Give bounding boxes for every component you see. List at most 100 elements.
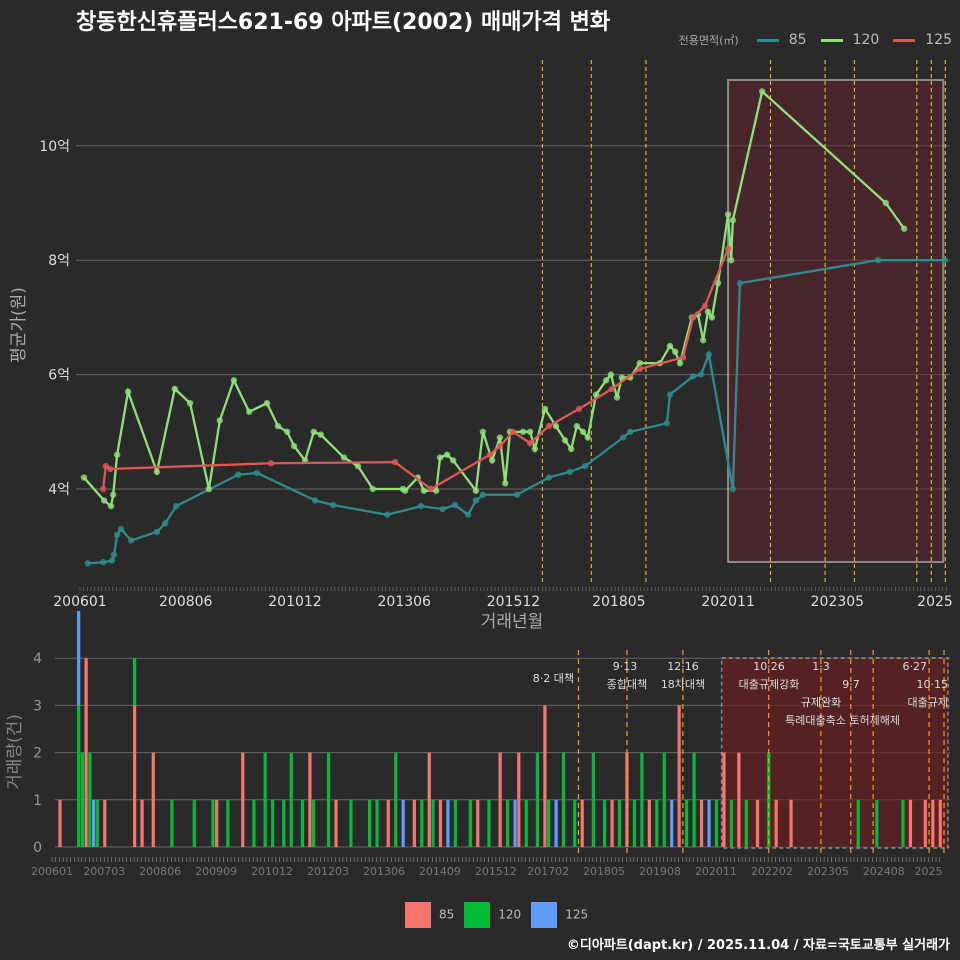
data-point-120 (552, 422, 560, 430)
data-point-120 (110, 491, 117, 498)
data-point-120 (676, 359, 684, 367)
bar-85 (923, 799, 927, 847)
data-point-120 (724, 211, 732, 218)
data-point-125 (689, 314, 697, 321)
bar-120 (901, 799, 905, 847)
legend-label-120: 120 (852, 32, 880, 48)
legend-bot-label-85: 85 (439, 907, 455, 922)
bar-85 (543, 705, 547, 847)
data-point-120 (283, 428, 291, 435)
data-point-120 (531, 445, 539, 453)
bar-120 (326, 752, 331, 847)
data-point-120 (124, 388, 132, 395)
bar-120 (394, 752, 398, 847)
data-point-120 (526, 428, 534, 435)
data-point-120 (310, 428, 317, 435)
bar-85 (498, 752, 502, 847)
data-point-85 (117, 525, 125, 533)
y-tick-label: 1 (33, 793, 42, 809)
data-point-120 (401, 487, 409, 494)
bar-120 (349, 799, 353, 847)
policy-date: 12·16 (667, 660, 699, 673)
y-tick-label: 10억 (39, 139, 70, 155)
bar-85 (476, 799, 480, 847)
data-point-125 (267, 460, 275, 467)
bar-120 (632, 799, 637, 847)
bar-125 (513, 799, 517, 847)
data-point-120 (274, 422, 282, 430)
data-point-120 (354, 462, 362, 470)
bar-120 (420, 799, 424, 847)
x-tick-label: 2025 (915, 865, 943, 878)
data-point-85 (736, 279, 744, 287)
y-axis-title: 거래량(건) (5, 714, 25, 790)
data-point-125 (679, 354, 687, 361)
x-tick-label: 201908 (639, 865, 681, 878)
x-tick-label: 200601 (31, 865, 73, 878)
policy-date: 10·26 (753, 660, 785, 673)
x-tick-label: 201012 (251, 865, 293, 878)
y-tick-label: 4 (33, 651, 42, 667)
bar-120 (468, 799, 472, 847)
data-point-85 (329, 501, 337, 509)
legend-label-85: 85 (788, 32, 807, 48)
data-point-85 (941, 257, 949, 264)
data-point-120 (479, 428, 487, 435)
legend-bottom: 85 120 125 (405, 902, 588, 928)
bar-120 (685, 799, 689, 847)
data-point-120 (80, 474, 88, 481)
bar-120 (170, 799, 174, 847)
data-point-125 (106, 465, 114, 473)
bar-85 (438, 799, 443, 847)
data-point-85 (626, 428, 634, 435)
x-tick-label: 201012 (268, 594, 321, 610)
data-point-120 (671, 348, 679, 355)
x-tick-label: 202305 (807, 865, 849, 878)
policy-date: 6·27 (903, 660, 928, 673)
bar-85 (215, 799, 219, 847)
y-tick-label: 4억 (48, 482, 70, 498)
data-point-85 (479, 491, 487, 498)
bar-85 (908, 799, 913, 847)
data-point-85 (84, 560, 92, 567)
policy-label: 특례대출축소 토허제해제 (785, 713, 900, 727)
data-point-120 (205, 485, 213, 493)
legend-box-85 (405, 902, 431, 928)
data-point-120 (541, 405, 549, 413)
bar-85 (241, 752, 245, 847)
data-point-120 (100, 497, 108, 504)
bar-120 (453, 799, 457, 847)
data-point-85 (127, 537, 135, 544)
data-point-120 (704, 308, 712, 315)
data-point-85 (108, 557, 116, 564)
bar-85 (140, 799, 144, 847)
bar-85 (722, 752, 726, 847)
data-point-120 (882, 199, 890, 207)
data-point-120 (708, 314, 716, 321)
data-point-120 (496, 434, 504, 441)
data-point-120 (502, 480, 509, 487)
bar-120 (95, 799, 99, 847)
x-tick-label: 200909 (195, 865, 237, 878)
data-point-85 (162, 520, 169, 527)
series-line-120 (83, 89, 906, 509)
bar-85 (938, 799, 942, 847)
bar-120 (252, 799, 256, 847)
bar-120 (547, 799, 551, 847)
bar-120 (77, 705, 81, 847)
bar-120 (226, 799, 230, 847)
data-point-125 (545, 422, 553, 430)
bar-120 (662, 752, 666, 847)
data-point-120 (472, 487, 480, 494)
data-point-120 (714, 279, 722, 287)
highlight-region (727, 79, 945, 563)
bar-125 (554, 799, 558, 847)
bar-125 (401, 799, 405, 847)
data-point-125 (636, 365, 643, 373)
bar-85 (625, 752, 629, 847)
data-point-85 (99, 559, 107, 566)
chart-title: 창동한신휴플러스621-69 아파트(2002) 매매가격 변화 (76, 10, 611, 35)
x-tick-label: 2025 (917, 594, 953, 610)
policy-label: 대출규제 (908, 696, 948, 709)
